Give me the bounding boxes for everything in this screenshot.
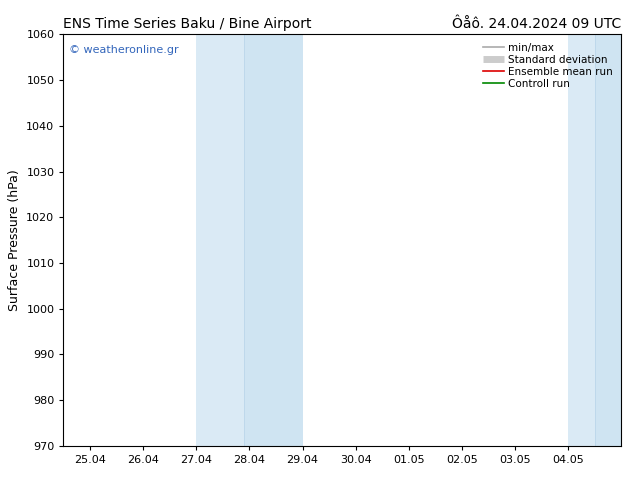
Y-axis label: Surface Pressure (hPa): Surface Pressure (hPa)	[8, 169, 21, 311]
Bar	[197, 34, 244, 446]
Bar	[244, 34, 302, 446]
Bar	[568, 34, 595, 446]
Legend: min/max, Standard deviation, Ensemble mean run, Controll run: min/max, Standard deviation, Ensemble me…	[480, 40, 616, 92]
Text: © weatheronline.gr: © weatheronline.gr	[69, 45, 179, 54]
Text: ENS Time Series Baku / Bine Airport: ENS Time Series Baku / Bine Airport	[63, 17, 312, 31]
Text: Ôåô. 24.04.2024 09 UTC: Ôåô. 24.04.2024 09 UTC	[452, 17, 621, 31]
Bar	[595, 34, 634, 446]
